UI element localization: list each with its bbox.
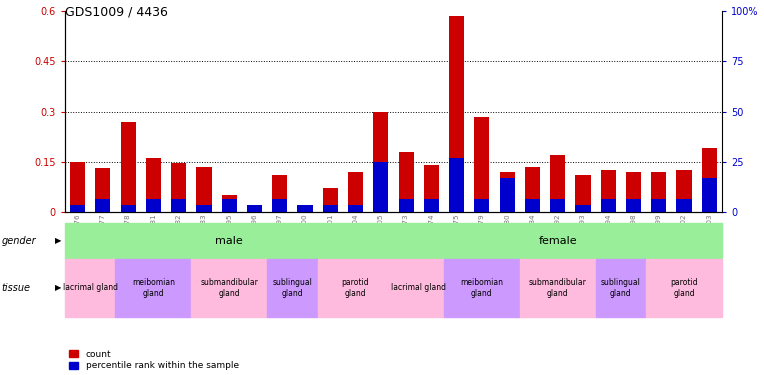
Text: parotid
gland: parotid gland <box>342 278 369 297</box>
Bar <box>550 155 565 212</box>
Bar <box>393 259 444 317</box>
Bar <box>171 164 186 212</box>
Bar <box>646 259 722 317</box>
Text: ▶: ▶ <box>55 237 62 246</box>
Bar <box>500 178 515 212</box>
Bar <box>601 170 616 212</box>
Text: submandibular
gland: submandibular gland <box>529 278 587 297</box>
Bar <box>449 16 465 212</box>
Bar <box>196 167 212 212</box>
Bar <box>272 175 287 212</box>
Bar <box>267 259 318 317</box>
Bar <box>115 259 191 317</box>
Bar <box>702 178 717 212</box>
Bar <box>348 204 363 212</box>
Text: GDS1009 / 4436: GDS1009 / 4436 <box>65 6 168 19</box>
Bar <box>601 198 616 212</box>
Bar <box>121 122 136 212</box>
Bar <box>146 198 161 212</box>
Bar <box>399 152 413 212</box>
Bar <box>702 148 717 212</box>
Bar <box>171 198 186 212</box>
Text: sublingual
gland: sublingual gland <box>601 278 641 297</box>
Bar <box>297 210 312 212</box>
Bar <box>374 112 388 212</box>
Bar <box>676 170 691 212</box>
Bar <box>348 172 363 212</box>
Bar <box>191 259 267 317</box>
Bar <box>322 189 338 212</box>
Bar <box>70 162 85 212</box>
Bar <box>575 204 591 212</box>
Bar <box>525 167 540 212</box>
Bar <box>424 198 439 212</box>
Text: parotid
gland: parotid gland <box>670 278 698 297</box>
Bar <box>318 259 393 317</box>
Bar <box>322 204 338 212</box>
Bar <box>222 195 237 212</box>
Bar <box>96 168 111 212</box>
Bar <box>520 259 596 317</box>
Bar <box>196 204 212 212</box>
Bar <box>374 162 388 212</box>
Bar <box>449 158 465 212</box>
Bar <box>65 259 115 317</box>
Bar <box>247 204 262 212</box>
Bar <box>651 172 666 212</box>
Text: meibomian
gland: meibomian gland <box>132 278 175 297</box>
Bar <box>444 259 520 317</box>
Bar <box>474 117 490 212</box>
Bar <box>575 175 591 212</box>
Bar <box>70 204 85 212</box>
Text: lacrimal gland: lacrimal gland <box>63 284 118 292</box>
Text: ▶: ▶ <box>55 284 62 292</box>
Text: tissue: tissue <box>2 283 31 293</box>
Bar <box>525 198 540 212</box>
Bar <box>424 165 439 212</box>
Bar <box>222 198 237 212</box>
Bar <box>550 198 565 212</box>
Bar <box>393 223 722 259</box>
Bar <box>676 198 691 212</box>
Bar <box>474 198 490 212</box>
Bar <box>626 198 641 212</box>
Bar <box>297 204 312 212</box>
Bar <box>65 223 393 259</box>
Text: gender: gender <box>2 236 36 246</box>
Text: sublingual
gland: sublingual gland <box>273 278 312 297</box>
Bar <box>146 158 161 212</box>
Text: male: male <box>215 236 243 246</box>
Text: submandibular
gland: submandibular gland <box>200 278 258 297</box>
Bar <box>247 209 262 212</box>
Bar <box>121 204 136 212</box>
Bar <box>626 172 641 212</box>
Bar <box>500 172 515 212</box>
Bar <box>651 198 666 212</box>
Bar <box>96 198 111 212</box>
Text: female: female <box>539 236 577 246</box>
Text: lacrimal gland: lacrimal gland <box>391 284 446 292</box>
Bar <box>399 198 413 212</box>
Legend: count, percentile rank within the sample: count, percentile rank within the sample <box>70 350 239 370</box>
Text: meibomian
gland: meibomian gland <box>461 278 503 297</box>
Bar <box>596 259 646 317</box>
Bar <box>272 198 287 212</box>
